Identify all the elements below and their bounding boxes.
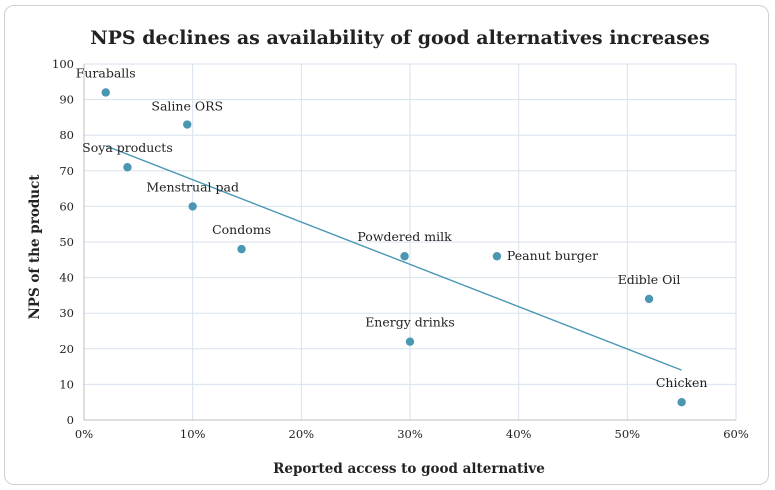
point-label: Powdered milk <box>357 229 452 244</box>
point-label: Chicken <box>656 375 708 390</box>
x-tick-label: 10% <box>180 427 206 441</box>
data-point <box>183 120 192 129</box>
data-point <box>405 337 415 346</box>
y-tick-label: 40 <box>59 271 74 285</box>
chart-title: NPS declines as availability of good alt… <box>90 27 709 49</box>
y-tick-label: 0 <box>67 413 74 427</box>
data-point <box>123 163 132 172</box>
data-points <box>101 88 686 407</box>
x-tick-label: 20% <box>289 427 315 441</box>
y-tick-label: 100 <box>52 57 74 71</box>
point-label: Energy drinks <box>365 315 455 330</box>
x-tick-label: 50% <box>615 427 641 441</box>
y-tick-label: 20 <box>59 342 74 356</box>
data-point <box>644 294 654 304</box>
y-tick-label: 10 <box>59 377 74 391</box>
point-label: Condoms <box>212 222 271 237</box>
data-point <box>237 244 246 254</box>
x-tick-label: 30% <box>397 427 423 441</box>
data-point <box>400 252 409 261</box>
point-label: Menstrual pad <box>146 179 239 194</box>
point-label: Furaballs <box>76 65 136 80</box>
axes: 0 10 20 30 40 50 60 70 80 90 100 0% 10% 20% 30% 40% 50% 6… <box>52 57 749 441</box>
y-tick-label: 80 <box>59 128 74 142</box>
y-tick-label: 70 <box>59 164 74 178</box>
data-point <box>188 202 197 211</box>
data-point <box>101 88 110 97</box>
data-point <box>492 252 502 261</box>
point-label: Peanut burger <box>507 248 598 263</box>
point-label: Saline ORS <box>151 99 223 114</box>
y-tick-label: 50 <box>59 235 74 249</box>
trendline <box>105 145 682 371</box>
y-tick-label: 90 <box>59 93 74 107</box>
trendline-group <box>105 145 682 371</box>
y-axis-title: NPS of the product <box>27 174 43 320</box>
x-tick-label: 40% <box>506 427 532 441</box>
point-labels: Furaballs Saline ORS Soya products Menstrua… <box>76 65 708 390</box>
x-tick-label: 60% <box>723 427 749 441</box>
x-axis-title: Reported access to good alternative <box>273 461 545 477</box>
data-point <box>677 398 686 407</box>
scatter-chart: NPS declines as availability of good alt… <box>27 27 749 477</box>
point-label: Edible Oil <box>618 272 681 287</box>
point-label: Soya products <box>82 140 173 155</box>
y-tick-label: 60 <box>59 199 74 213</box>
chart-container: NPS declines as availability of good alt… <box>4 5 769 485</box>
x-tick-label: 0% <box>75 427 93 441</box>
y-tick-label: 30 <box>59 306 74 320</box>
